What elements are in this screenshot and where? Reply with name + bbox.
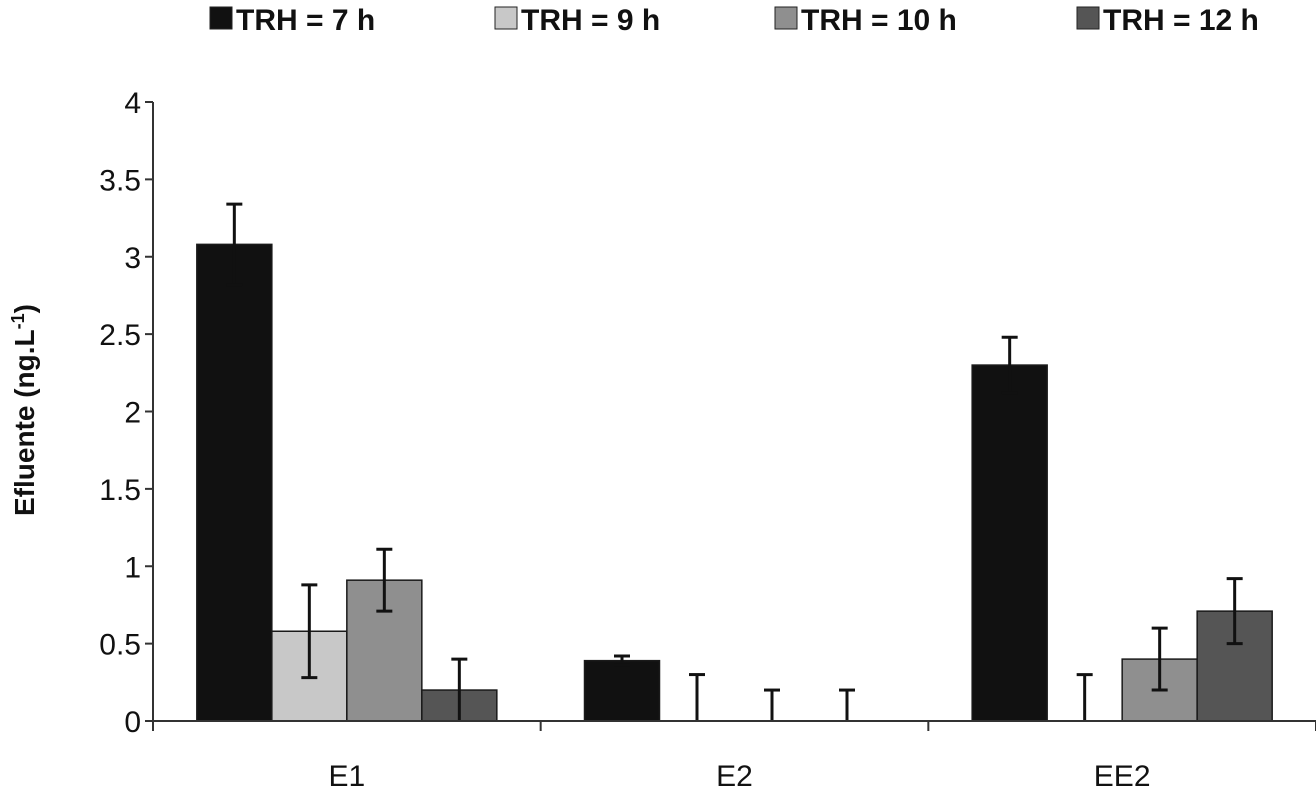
legend-label: TRH = 7 h (236, 4, 375, 37)
x-category-label: E2 (716, 760, 753, 793)
y-axis-label-close: ) (9, 304, 40, 313)
legend-swatch (774, 6, 798, 30)
y-tick-label: 1.5 (99, 474, 141, 507)
legend-swatch (1076, 6, 1100, 30)
y-tick-label: 2.5 (99, 319, 141, 352)
bar (196, 243, 273, 722)
y-tick-label: 3.5 (99, 164, 141, 197)
legend: TRH = 7 h TRH = 9 h TRH = 10 h TRH = 12 h (209, 4, 1259, 37)
legend-swatch (494, 6, 518, 30)
y-tick-label: 1 (124, 551, 141, 584)
bar (583, 659, 661, 722)
y-tick-label: 0 (124, 706, 141, 739)
y-tick-label: 4 (124, 87, 141, 120)
y-tick-label: 2 (124, 397, 141, 430)
error-bars (226, 202, 1243, 721)
y-tick-label: 0.5 (99, 629, 141, 662)
legend-label: TRH = 9 h (521, 4, 660, 37)
bars (196, 243, 1273, 722)
x-category-label: EE2 (1094, 760, 1151, 793)
x-category-label: E1 (328, 760, 365, 793)
x-axis: E1 E2 EE2 (152, 720, 1316, 793)
y-axis-label: Efluente (ng.L-1) (8, 304, 40, 516)
y-tick-label: 3 (124, 242, 141, 275)
y-axis-label-main: Efluente (ng.L (9, 329, 40, 516)
y-axis-label-superscript: -1 (8, 313, 28, 329)
legend-swatch (209, 6, 233, 30)
legend-label: TRH = 12 h (1103, 4, 1259, 37)
legend-label: TRH = 10 h (801, 4, 957, 37)
y-axis: 0 0.5 1 1.5 2 2.5 3 3.5 4 (99, 87, 154, 739)
bar (971, 364, 1048, 722)
